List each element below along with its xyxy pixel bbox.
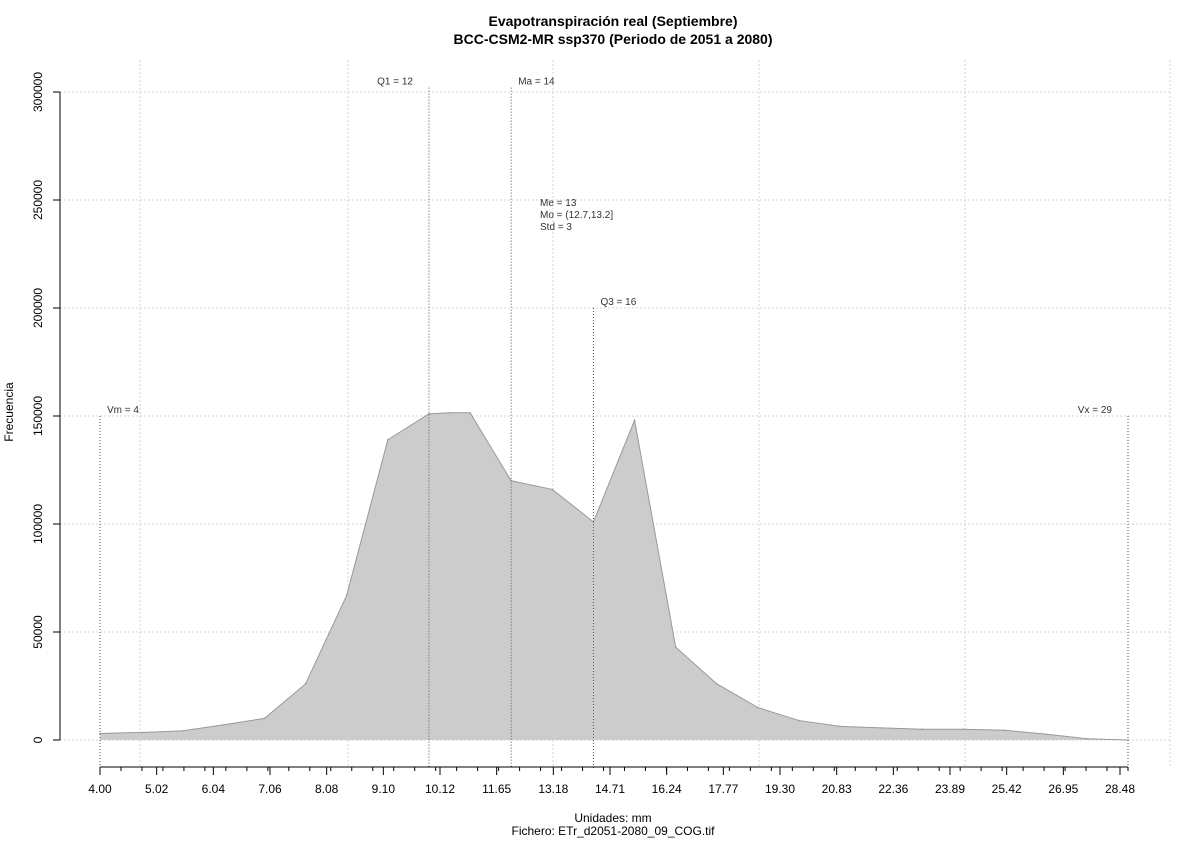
x-tick-label: 10.12: [425, 782, 455, 796]
x-axis: 4.00 5.02 6.04 7.06 8.08 9.10 10.12 11.65 13.18 1…: [88, 766, 1135, 796]
data-point: [716, 683, 718, 685]
marker-label: Q3 = 16: [600, 297, 636, 308]
y-tick-label: 50000: [31, 615, 45, 649]
stat-label: Mo = (12.7,13.2]: [540, 210, 613, 221]
y-axis: 0 50000 100000 150000 200000 250000 300000: [31, 72, 61, 743]
y-tick-label: 300000: [31, 72, 45, 112]
data-point: [921, 728, 924, 730]
y-tick-label: 0: [31, 736, 45, 743]
x-tick-label: 11.65: [482, 782, 511, 796]
x-tick-label: 28.48: [1105, 782, 1135, 796]
x-tick-label: 6.04: [202, 782, 226, 796]
x-tick-label: 16.24: [652, 782, 682, 796]
y-axis-label: Frecuencia: [2, 382, 16, 442]
data-point: [798, 719, 800, 722]
data-point: [1086, 737, 1088, 740]
marker-label: Q1 = 12: [377, 77, 413, 88]
data-point: [1044, 733, 1047, 735]
frequency-area: [99, 411, 1129, 741]
marker-label: Ma = 14: [518, 77, 555, 88]
marker-label: Vx = 29: [1078, 405, 1113, 416]
y-tick-label: 150000: [31, 396, 45, 436]
marker-label: Vm = 4: [107, 405, 139, 416]
data-point: [962, 728, 965, 730]
data-point: [839, 725, 841, 728]
data-point: [633, 419, 636, 422]
x-tick-label: 17.77: [708, 782, 738, 796]
data-point: [304, 683, 307, 685]
data-point: [551, 488, 554, 491]
y-tick-label: 100000: [31, 504, 45, 544]
x-tick-label: 5.02: [145, 782, 169, 796]
data-point: [757, 706, 759, 709]
data-point: [345, 594, 348, 597]
chart-subtitle: BCC-CSM2-MR ssp370 (Periodo de 2051 a 20…: [454, 31, 773, 47]
data-point: [99, 732, 101, 735]
data-point: [448, 411, 451, 414]
stat-label: Std = 3: [540, 222, 572, 233]
stat-label: Me = 13: [540, 198, 577, 209]
statistic-markers: Vm = 4 Q1 = 12 Ma = 14 Q3 = 16 Vx = 29 Me = 1…: [99, 77, 1129, 768]
area-fill: [100, 412, 1128, 740]
x-tick-label: 14.71: [595, 782, 625, 796]
x-tick-label: 13.18: [538, 782, 568, 796]
file-footer: Fichero: ETr_d2051-2080_09_COG.tif: [512, 824, 716, 838]
data-point: [428, 413, 430, 415]
y-tick-label: 200000: [31, 288, 45, 328]
x-tick-label: 26.95: [1048, 782, 1078, 796]
data-point: [263, 717, 266, 720]
x-tick-label: 9.10: [372, 782, 396, 796]
x-axis-label: Unidades: mm: [574, 811, 651, 825]
x-tick-label: 4.00: [88, 782, 112, 796]
data-point: [387, 438, 389, 441]
data-point: [880, 727, 883, 729]
y-tick-label: 250000: [31, 180, 45, 220]
data-point: [469, 411, 471, 414]
data-point: [674, 646, 677, 648]
data-point: [140, 731, 142, 734]
data-point: [1003, 729, 1006, 732]
x-tick-label: 8.08: [315, 782, 339, 796]
chart-title: Evapotranspiración real (Septiembre): [489, 13, 738, 29]
data-point: [181, 730, 184, 732]
x-tick-label: 23.89: [935, 782, 965, 796]
x-tick-label: 7.06: [258, 782, 282, 796]
x-tick-label: 22.36: [878, 782, 908, 796]
x-tick-label: 19.30: [765, 782, 795, 796]
x-tick-label: 25.42: [992, 782, 1022, 796]
data-point: [222, 724, 225, 726]
x-tick-label: 20.83: [822, 782, 852, 796]
